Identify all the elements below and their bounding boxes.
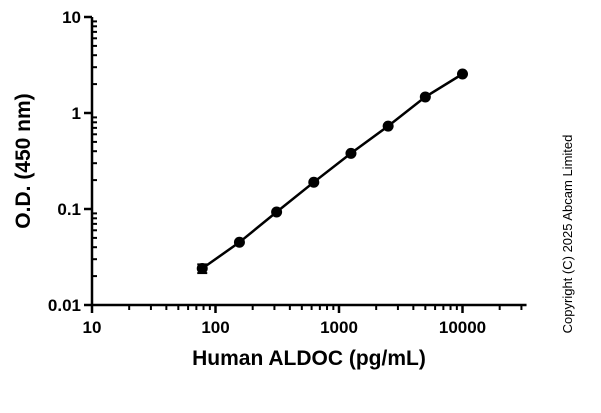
x-tick-label: 10000 (439, 318, 486, 337)
x-axis-title: Human ALDOC (pg/mL) (192, 347, 426, 370)
y-tick-label: 10 (62, 8, 81, 27)
data-point-marker (271, 206, 283, 218)
y-axis: 0.01 0.1 1 10 (48, 8, 97, 315)
fit-curve-line (201, 72, 464, 270)
y-tick-label: 0.01 (48, 296, 81, 315)
copyright-notice: Copyright (C) 2025 Abcam Limited (560, 135, 575, 334)
x-tick-label: 1000 (320, 318, 358, 337)
data-series (196, 68, 468, 275)
x-tick-label: 100 (201, 318, 229, 337)
data-point-marker (382, 120, 394, 132)
data-point-marker (345, 147, 357, 159)
x-axis: 10 100 1000 10000 (83, 303, 527, 337)
data-point-marker (419, 91, 431, 103)
data-point-marker (233, 236, 245, 248)
x-tick-label: 10 (83, 318, 102, 337)
data-point-marker (457, 68, 468, 80)
data-point-marker (196, 262, 208, 274)
y-tick-label: 1 (72, 104, 81, 123)
y-axis-title: O.D. (450 nm) (12, 93, 35, 228)
data-point-marker (308, 176, 320, 188)
y-tick-label: 0.1 (57, 200, 81, 219)
